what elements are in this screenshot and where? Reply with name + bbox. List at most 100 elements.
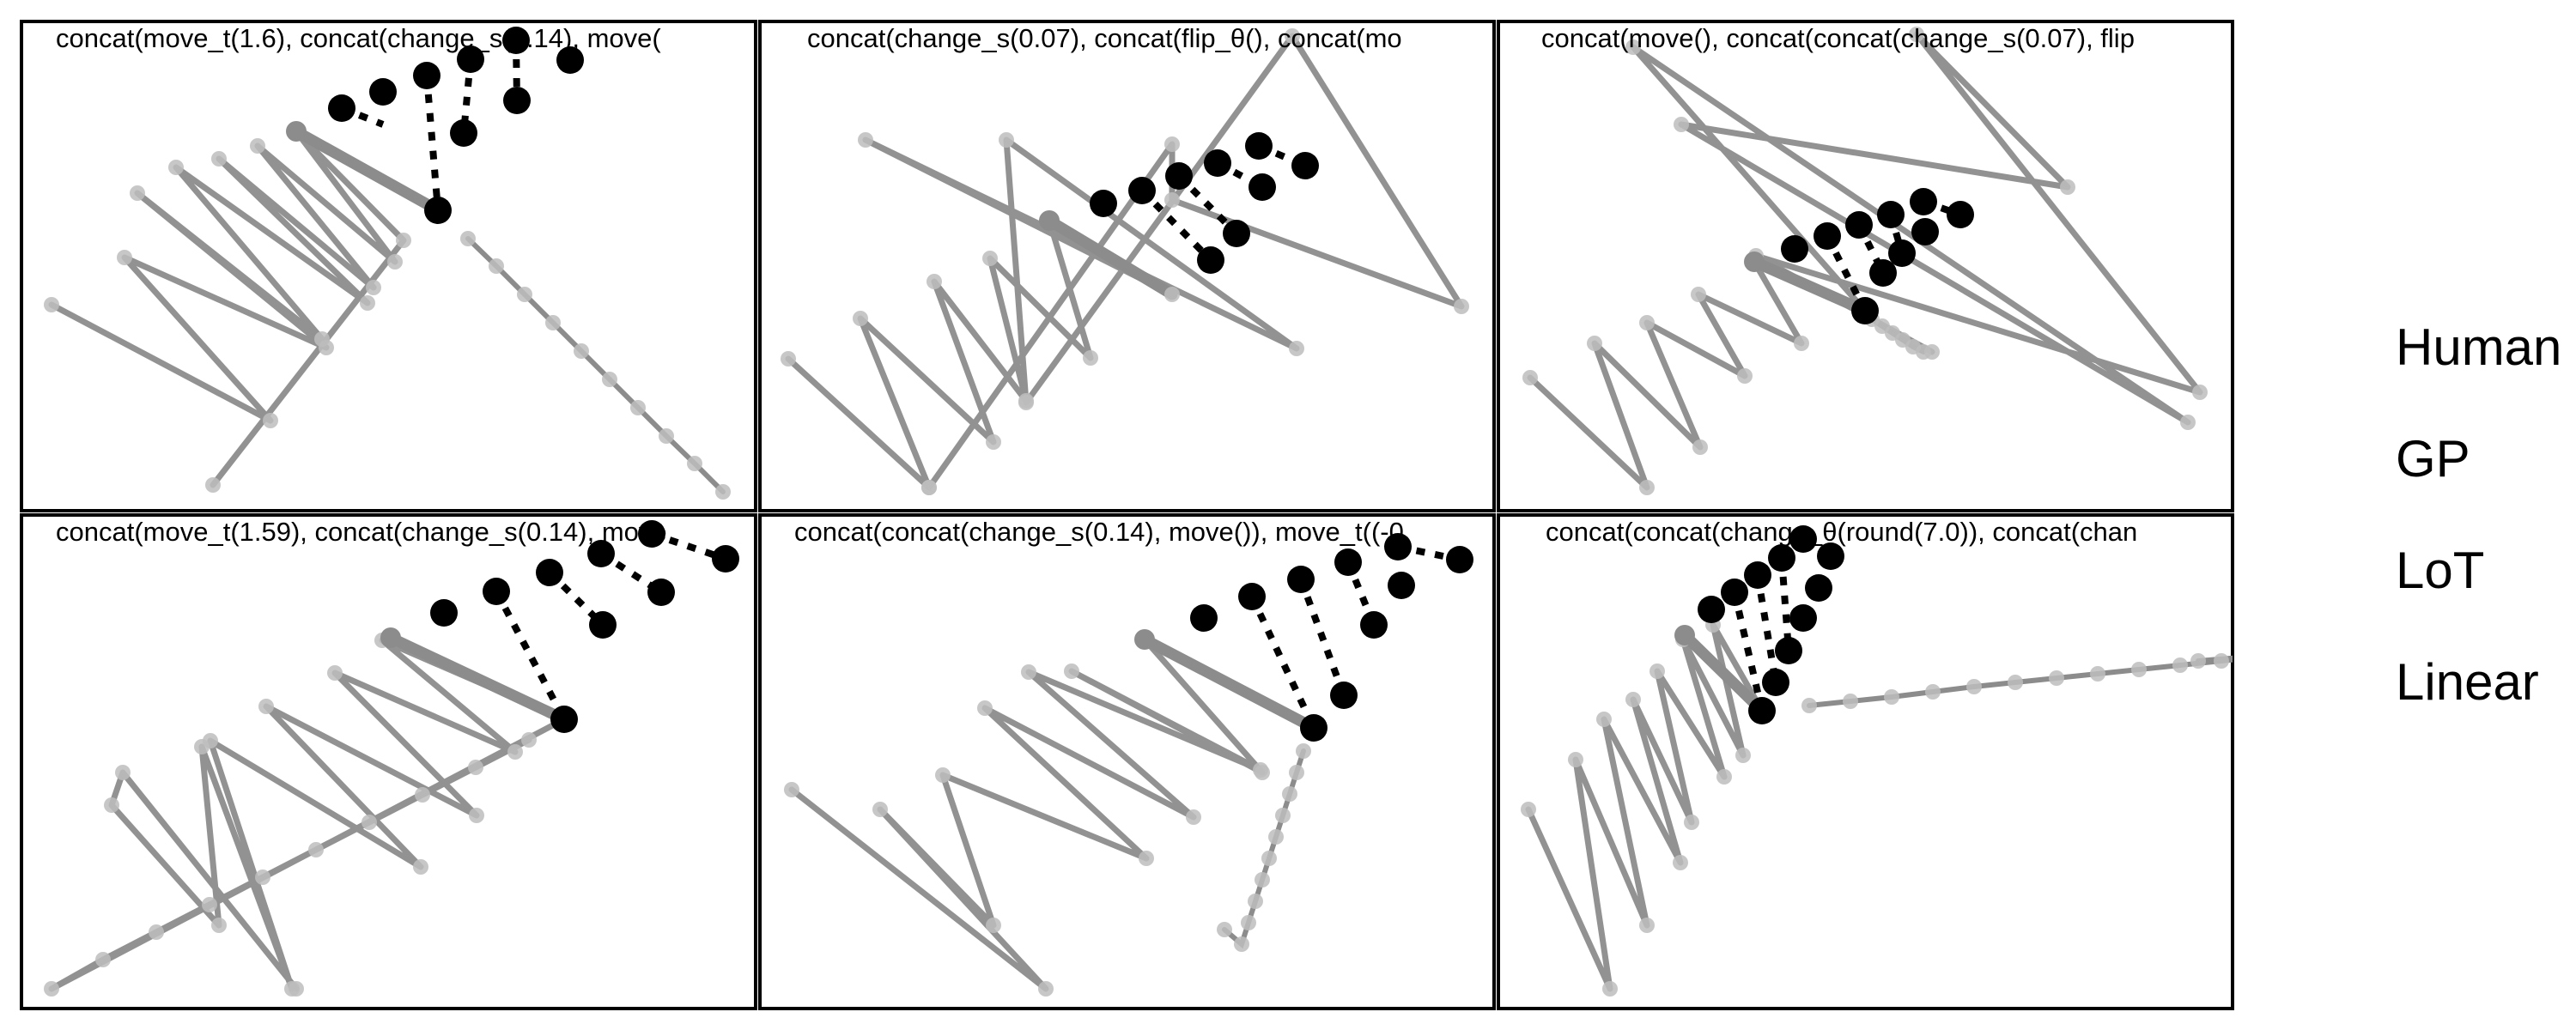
black-dashed-line xyxy=(1176,173,1239,236)
gray-point xyxy=(1217,922,1232,937)
gray-point xyxy=(1064,663,1079,679)
gray-point xyxy=(1673,855,1688,870)
panel-frame xyxy=(1497,20,2234,512)
gray-trajectory xyxy=(44,121,731,500)
gray-point xyxy=(117,250,132,265)
black-dot xyxy=(1128,177,1156,204)
gray-thick-segment xyxy=(1139,633,1320,734)
gray-point xyxy=(2008,675,2023,690)
black-dot xyxy=(1249,173,1276,201)
black-dot xyxy=(1775,637,1802,664)
gray-thick-segment xyxy=(290,125,444,216)
black-dot xyxy=(1334,548,1362,576)
gray-trajectory xyxy=(44,627,572,997)
gray-point xyxy=(468,760,483,775)
black-dot xyxy=(712,545,739,573)
panel-bottom-right: concat(concat(change_θ(round(7.0)), conc… xyxy=(1497,513,2270,1010)
legend: Human GP LoT Linear xyxy=(2396,318,2561,711)
black-dot xyxy=(1238,583,1266,610)
black-dot xyxy=(1851,297,1879,324)
black-dot xyxy=(589,611,617,639)
gray-point xyxy=(1522,370,1538,385)
gray-point xyxy=(2090,666,2105,682)
gray-point xyxy=(413,859,428,875)
gray-tail-line xyxy=(465,236,726,494)
gray-point xyxy=(489,258,504,274)
gray-trajectory xyxy=(781,28,1469,495)
gray-point xyxy=(986,918,1001,933)
black-dot xyxy=(1768,544,1795,572)
gray-point xyxy=(602,372,617,387)
gray-point xyxy=(44,297,59,312)
gray-point xyxy=(1639,315,1655,330)
gray-point xyxy=(366,280,381,295)
gray-point xyxy=(2190,653,2206,669)
black-dashed-line xyxy=(1731,591,1765,712)
panel-title: concat(move_t(1.6), concat(change_s(0.14… xyxy=(56,23,661,53)
black-dot xyxy=(1869,259,1897,287)
gray-point xyxy=(1737,368,1753,384)
gray-point xyxy=(211,918,227,933)
gray-point xyxy=(1186,809,1201,825)
black-dot xyxy=(1781,235,1808,263)
gray-point xyxy=(115,765,131,780)
black-dot xyxy=(1223,220,1250,247)
gray-point xyxy=(1255,872,1270,888)
black-dot xyxy=(1291,152,1319,179)
gray-point xyxy=(1255,765,1270,780)
gray-point xyxy=(1454,299,1469,314)
gray-point xyxy=(1568,752,1583,767)
legend-label-lot: LoT xyxy=(2396,542,2484,599)
black-dot xyxy=(587,540,615,567)
black-dot xyxy=(1762,669,1789,696)
black-dot xyxy=(1300,714,1327,742)
gray-point xyxy=(1639,918,1655,933)
gray-point xyxy=(1684,815,1699,830)
gray-point xyxy=(314,331,330,347)
black-dot-sequence xyxy=(1190,533,1473,742)
gray-point xyxy=(258,699,274,714)
black-dot xyxy=(1360,611,1388,639)
gray-point xyxy=(1602,981,1618,997)
gray-point xyxy=(1164,287,1180,302)
gray-point xyxy=(1587,336,1602,351)
black-dot xyxy=(450,119,477,147)
gray-point xyxy=(1164,192,1180,208)
gray-point xyxy=(415,787,430,803)
black-dashed-line xyxy=(1297,578,1347,697)
gray-point xyxy=(2049,670,2064,686)
gray-point xyxy=(2214,653,2229,669)
panel-plot: concat(concat(change_s(0.14), move()), m… xyxy=(784,517,1473,997)
gray-point xyxy=(858,132,873,148)
gray-point xyxy=(1916,344,1931,360)
gray-trajectory-line xyxy=(788,636,1317,992)
gray-point xyxy=(104,797,119,813)
gray-start-point xyxy=(286,121,307,142)
black-dot xyxy=(1911,218,1939,245)
black-dot xyxy=(328,94,355,122)
black-dot-sequence xyxy=(1698,525,1844,724)
gray-point xyxy=(1296,743,1311,759)
black-dot xyxy=(647,579,675,606)
black-dot xyxy=(424,197,452,224)
black-dot-sequence xyxy=(1090,132,1319,274)
gray-point xyxy=(2255,649,2270,664)
gray-point xyxy=(1261,851,1277,866)
gray-point xyxy=(1018,395,1034,410)
black-dot xyxy=(1330,682,1358,709)
gray-point xyxy=(715,484,731,500)
black-dot xyxy=(1204,149,1231,177)
gray-point xyxy=(308,842,324,857)
gray-point xyxy=(203,733,218,748)
black-dot xyxy=(430,599,458,627)
gray-point xyxy=(574,343,589,359)
gray-trajectory-line xyxy=(1525,621,1765,992)
gray-point xyxy=(2192,385,2208,400)
gray-point xyxy=(130,185,145,201)
black-dot xyxy=(1090,190,1117,217)
gray-point xyxy=(95,952,111,967)
gray-point xyxy=(1021,664,1036,680)
gray-point xyxy=(327,665,343,681)
black-dashed-line xyxy=(493,590,568,721)
